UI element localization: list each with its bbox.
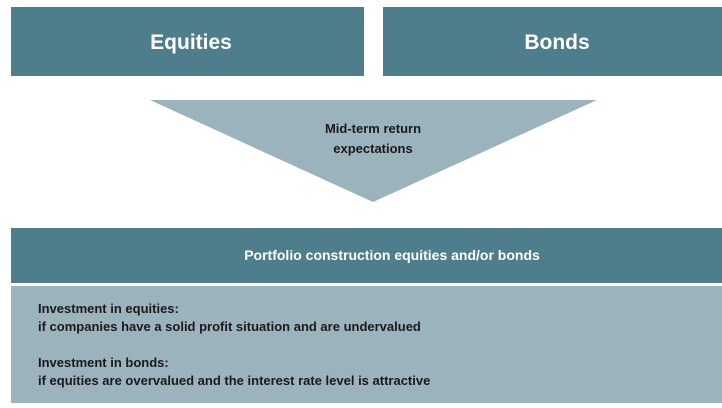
- bonds-label: Bonds: [524, 31, 589, 54]
- portfolio-body: [11, 286, 722, 403]
- item-text: if equities are overvalued and the inter…: [38, 373, 430, 388]
- item-text: if companies have a solid profit situati…: [38, 319, 421, 334]
- portfolio-header: [11, 228, 722, 283]
- funnel: [150, 100, 597, 202]
- equities-label: Equities: [150, 31, 232, 54]
- item-heading: Investment in equities:: [38, 301, 179, 316]
- equities-box: [11, 7, 364, 76]
- portfolio-title: Portfolio construction equities and/or b…: [244, 247, 540, 263]
- bonds-box: [383, 7, 722, 76]
- funnel-label: expectations: [333, 141, 412, 156]
- item-heading: Investment in bonds:: [38, 355, 169, 370]
- funnel-label: Mid-term return: [325, 121, 421, 136]
